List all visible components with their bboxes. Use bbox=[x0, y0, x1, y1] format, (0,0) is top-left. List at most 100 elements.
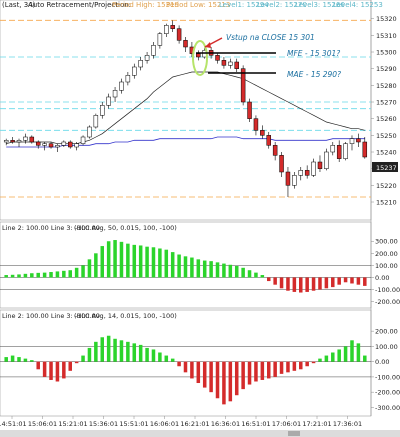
candle-body bbox=[80, 136, 86, 144]
time-tick-label: 14:51:01 bbox=[0, 420, 27, 428]
level1-label: Level1: 15294 bbox=[219, 1, 269, 9]
candles bbox=[3, 20, 368, 197]
candle-body bbox=[10, 140, 15, 143]
time-tick-label: 17:36:01 bbox=[333, 420, 362, 428]
cci14-title: (HLC Avg, 14, 0.015, 100, -100) bbox=[74, 312, 177, 320]
mfe-annotation: MFE - 15 301? bbox=[287, 49, 340, 58]
candle-body bbox=[119, 81, 124, 91]
candle-body bbox=[29, 136, 35, 143]
price-panel bbox=[0, 0, 372, 221]
candle-body bbox=[16, 140, 22, 143]
candle-body bbox=[157, 33, 163, 46]
last-price-value: 15237 bbox=[376, 164, 397, 172]
cci50-axis: 300.00 200.00 100.00 0.00 -100.00 -200.00 bbox=[371, 238, 400, 306]
price-tick-label: 15260 bbox=[376, 115, 397, 123]
candle-body bbox=[170, 25, 175, 29]
cci50-bars bbox=[0, 240, 371, 293]
candle-body bbox=[68, 141, 73, 148]
candle-body bbox=[61, 141, 67, 146]
candle-body bbox=[35, 141, 41, 146]
candle-body bbox=[311, 161, 316, 176]
price-tick-label: 15320 bbox=[376, 15, 397, 23]
time-tick-label: 15:06:01 bbox=[28, 420, 57, 428]
candle-body bbox=[74, 143, 79, 148]
time-tick-label: 15:36:01 bbox=[89, 420, 118, 428]
time-tick-label: 16:21:01 bbox=[180, 420, 209, 428]
candle-body bbox=[55, 145, 60, 148]
candle-body bbox=[343, 143, 348, 159]
time-tick-label: 17:21:01 bbox=[302, 420, 331, 428]
candle-body bbox=[132, 66, 137, 76]
cci-tick-label: 200.00 bbox=[375, 328, 398, 336]
level4-label: Level4: 15253 bbox=[333, 1, 383, 9]
time-tick-label: 16:51:01 bbox=[241, 420, 270, 428]
candle-body bbox=[93, 115, 99, 128]
cci-tick-label: 100.00 bbox=[375, 262, 398, 270]
price-tick-label: 15240 bbox=[376, 149, 397, 157]
candle-body bbox=[285, 171, 291, 186]
candle-body bbox=[362, 141, 368, 158]
cci-tick-label: -200.00 bbox=[375, 298, 400, 306]
candle-body bbox=[176, 28, 182, 41]
candle-body bbox=[292, 175, 297, 186]
cci50-title: (HLC Avg, 50, 0.015, 100, -100) bbox=[74, 224, 177, 232]
price-tick-label: 15300 bbox=[376, 49, 397, 57]
candle-body bbox=[48, 143, 54, 148]
last-price-box bbox=[372, 162, 398, 172]
candle-body bbox=[196, 53, 201, 58]
time-axis: 14:51:01 15:06:01 15:21:01 15:36:01 15:51:01… bbox=[0, 416, 362, 428]
candle-body bbox=[234, 61, 239, 69]
cci50-lines-label: Line 2: 100.00 Line 3: -100.00 bbox=[2, 224, 100, 232]
cci14-axis: 200.00 100.00 0.00 -100.00 -200.00 -300.00 bbox=[371, 328, 400, 412]
cci-tick-label: 0.00 bbox=[375, 358, 389, 366]
candle-body bbox=[112, 90, 118, 98]
cci14-bars bbox=[0, 335, 371, 405]
candle-body bbox=[151, 45, 156, 56]
entry-marker-ellipse bbox=[192, 40, 208, 76]
entry-arrow-head bbox=[205, 42, 211, 48]
candle-body bbox=[138, 60, 143, 68]
level3-label: Level3: 15266 bbox=[295, 1, 345, 9]
instrument-label: (Last, 34) bbox=[2, 1, 36, 9]
period-low-label: Period Low: 15213 bbox=[166, 1, 230, 9]
cci-tick-label: -300.00 bbox=[375, 404, 400, 412]
price-axis: 15320 15310 15300 15290 15280 15270 15260 15250… bbox=[371, 15, 397, 207]
candle-body bbox=[266, 135, 271, 146]
cci-tick-label: -100.00 bbox=[375, 286, 400, 294]
candle-body bbox=[100, 105, 105, 116]
entry-annotation: Vstup na CLOSE 15 301 bbox=[226, 33, 315, 42]
price-tick-label: 15290 bbox=[376, 65, 397, 73]
candle-body bbox=[183, 40, 188, 48]
price-tick-label: 15250 bbox=[376, 132, 397, 140]
price-tick-label: 15310 bbox=[376, 32, 397, 40]
candle-body bbox=[240, 68, 246, 103]
time-tick-label: 15:21:01 bbox=[58, 420, 87, 428]
cci-tick-label: 100.00 bbox=[375, 343, 398, 351]
candle-body bbox=[336, 145, 342, 159]
candle-body bbox=[106, 96, 111, 106]
price-tick-label: 15210 bbox=[376, 199, 397, 207]
price-tick-label: 15270 bbox=[376, 99, 397, 107]
candle-body bbox=[304, 170, 310, 176]
cci-tick-label: -100.00 bbox=[375, 373, 400, 381]
price-tick-label: 15220 bbox=[376, 182, 397, 190]
candle-body bbox=[279, 155, 284, 173]
candle-body bbox=[330, 145, 336, 153]
scrollbar-thumb[interactable] bbox=[288, 431, 300, 436]
candle-body bbox=[253, 118, 259, 131]
candle-body bbox=[42, 143, 47, 146]
candle-body bbox=[23, 136, 28, 141]
candle-body bbox=[3, 140, 9, 143]
cci-tick-label: -200.00 bbox=[375, 389, 400, 397]
candle-body bbox=[215, 55, 220, 61]
candle-body bbox=[87, 126, 92, 138]
candle-body bbox=[247, 101, 252, 119]
candle-body bbox=[164, 25, 169, 34]
cci-tick-label: 200.00 bbox=[375, 250, 398, 258]
candle-body bbox=[144, 55, 150, 61]
cci-tick-label: 300.00 bbox=[375, 238, 398, 246]
candle-body bbox=[356, 138, 361, 143]
candle-body bbox=[125, 75, 131, 83]
horizontal-scrollbar[interactable] bbox=[0, 430, 400, 437]
